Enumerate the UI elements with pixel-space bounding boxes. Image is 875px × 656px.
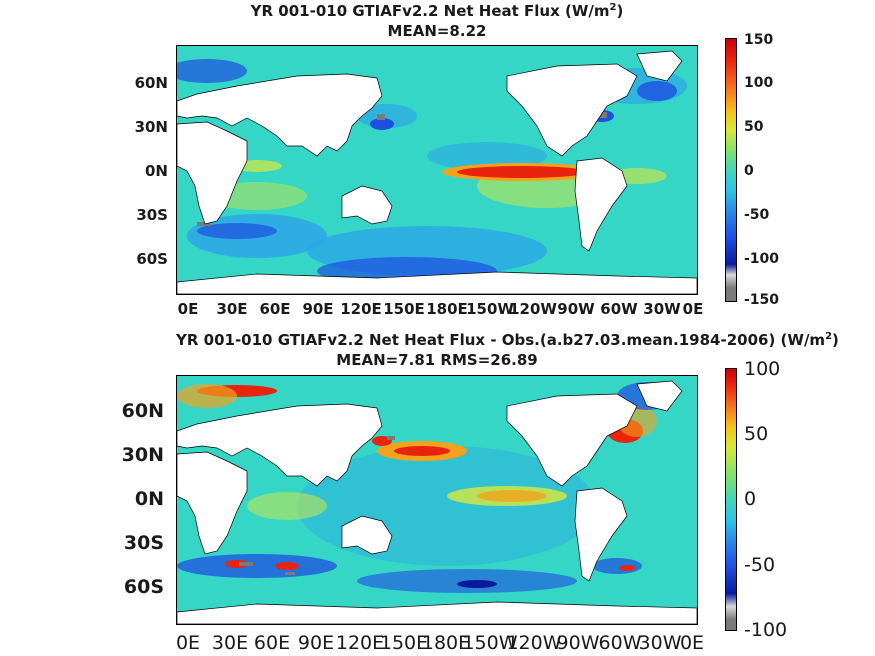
panel2-subtitle: MEAN=7.81 RMS=26.89 <box>336 351 538 369</box>
panel2-map <box>176 375 698 625</box>
panel2-lon-label: 150W <box>462 632 518 654</box>
panel1-lon-label: 90E <box>302 300 334 318</box>
panel2-lat-60s: 60S <box>123 576 164 598</box>
panel1-lon-label: 150W <box>466 300 514 318</box>
panel1-lon-label: 60E <box>259 300 291 318</box>
panel1-lon-label: 120W <box>509 300 557 318</box>
panel1-lat-30s: 30S <box>136 206 168 224</box>
panel1-colorbar <box>725 38 737 302</box>
panel1-lon-label: 60W <box>600 300 638 318</box>
panel2-lon-label: 180E <box>421 632 471 654</box>
panel1-lon-label: 90W <box>557 300 595 318</box>
panel2-title: YR 001-010 GTIAFv2.2 Net Heat Flux - Obs… <box>176 331 839 349</box>
panel1-lon-label: 0E <box>177 300 199 318</box>
panel2-lon-label: 0E <box>679 632 705 654</box>
panel1-lat-60s: 60S <box>136 250 168 268</box>
panel2-lon-label: 120E <box>335 632 385 654</box>
panel1-title: YR 001-010 GTIAFv2.2 Net Heat Flux (W/m2… <box>250 2 624 20</box>
panel1-lat-0n: 0N <box>145 162 168 180</box>
panel2-lat-30n: 30N <box>121 444 164 466</box>
panel1-lon-label: 0E <box>682 300 704 318</box>
panel2-lon-label: 30W <box>638 632 682 654</box>
panel1-lon-label: 150E <box>383 300 425 318</box>
panel1-colorbar-label: 100 <box>744 75 774 91</box>
panel1-map <box>176 45 698 295</box>
panel1-lon-label: 30E <box>216 300 248 318</box>
panel2-lon-label: 120W <box>506 632 562 654</box>
panel2-lon-label: 0E <box>175 632 201 654</box>
panel1-lat-60n: 60N <box>134 74 168 92</box>
panel1-colorbar-label: 50 <box>744 119 764 135</box>
panel1-lat-30n: 30N <box>134 118 168 136</box>
panel1-colorbar-label: 150 <box>744 32 774 48</box>
panel1-subtitle: MEAN=8.22 <box>387 22 487 40</box>
panel1-lon-label: 120E <box>340 300 382 318</box>
panel1-colorbar-label: -50 <box>744 207 770 223</box>
panel2-lon-label: 90E <box>297 632 335 654</box>
panel2-lon-label: 90W <box>556 632 600 654</box>
panel2-colorbar <box>725 368 737 631</box>
panel2-lon-label: 60E <box>253 632 291 654</box>
panel2-colorbar-label: 0 <box>744 488 757 510</box>
panel2-colorbar-label: -50 <box>744 554 776 576</box>
panel1-lon-label: 180E <box>426 300 468 318</box>
panel2-colorbar-label: 100 <box>744 358 781 380</box>
panel1-colorbar-label: -150 <box>744 292 780 308</box>
panel1-lon-label: 30W <box>643 300 681 318</box>
panel2-lat-0n: 0N <box>134 488 164 510</box>
panel1-colorbar-label: 0 <box>744 163 754 179</box>
panel1-colorbar-label: -100 <box>744 251 780 267</box>
panel2-colorbar-label: -100 <box>744 619 788 641</box>
panel2-colorbar-label: 50 <box>744 423 769 445</box>
panel2-lon-label: 150E <box>379 632 429 654</box>
panel2-lat-30s: 30S <box>123 532 164 554</box>
panel2-lon-label: 30E <box>211 632 249 654</box>
panel2-lat-60n: 60N <box>121 400 164 422</box>
panel2-lon-label: 60W <box>598 632 642 654</box>
